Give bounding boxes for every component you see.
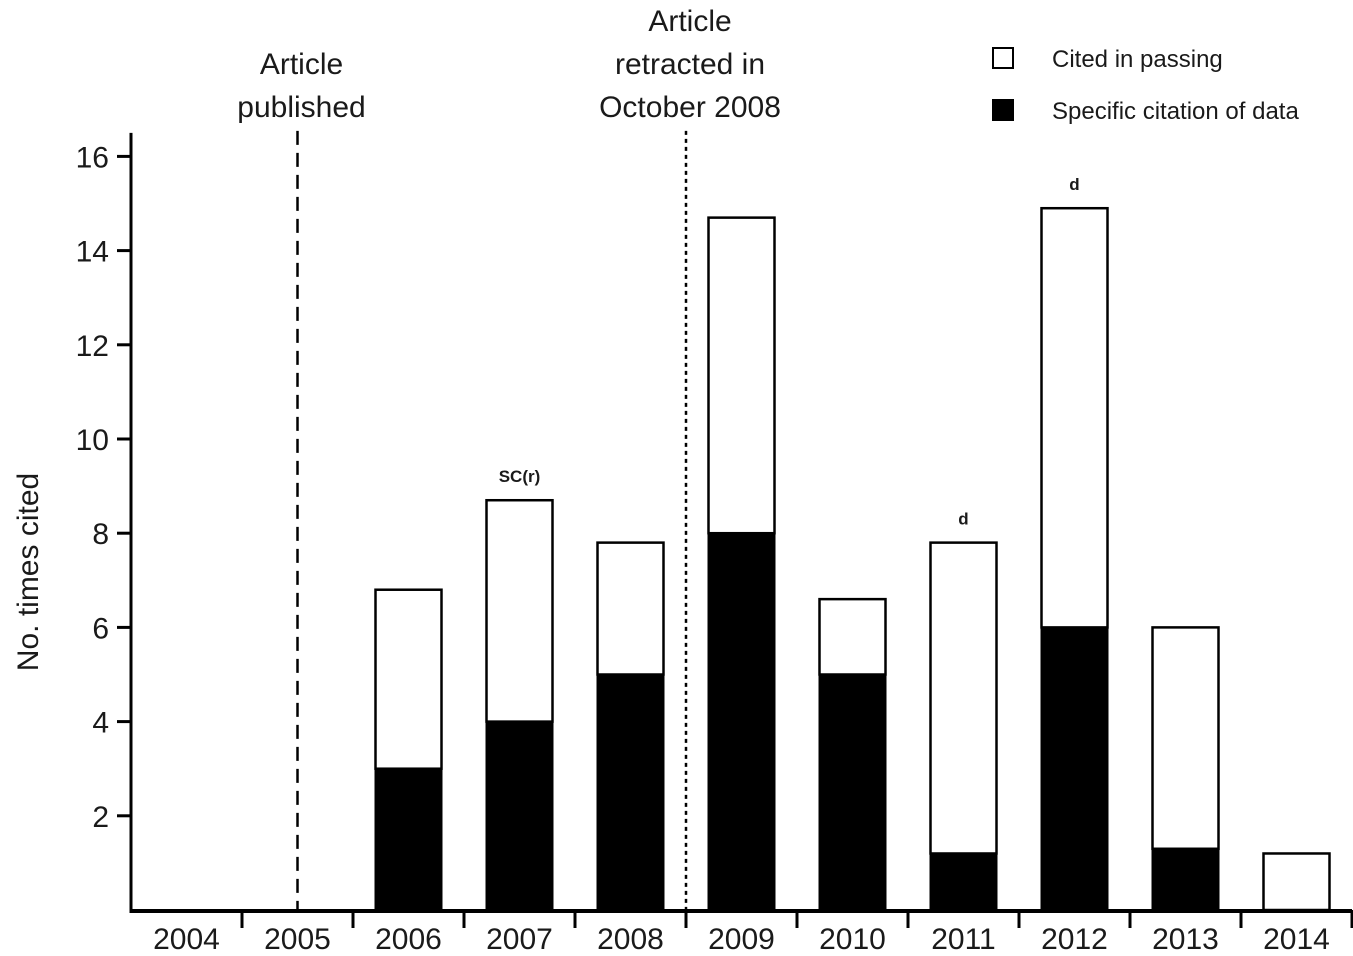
y-tick-label-8: 8 bbox=[92, 518, 109, 551]
x-tick-label-2004: 2004 bbox=[153, 923, 220, 956]
bar-cited-in-passing-2008 bbox=[596, 541, 665, 676]
x-tick-label-2009: 2009 bbox=[708, 923, 775, 956]
legend-label-specific-citation-of-data: Specific citation of data bbox=[1052, 98, 1299, 125]
bar-annotation-2007: SC(r) bbox=[499, 467, 541, 486]
marker-label-1-line-2: published bbox=[237, 91, 365, 124]
x-tick-label-2011: 2011 bbox=[931, 923, 996, 956]
y-tick-label-10: 10 bbox=[76, 424, 109, 457]
marker-label-2-line-2: retracted in bbox=[615, 48, 765, 81]
marker-label-1-line-1: Article bbox=[260, 48, 343, 81]
x-tick-label-2007: 2007 bbox=[486, 923, 553, 956]
legend-label-cited-in-passing: Cited in passing bbox=[1052, 46, 1223, 73]
x-tick-label-2005: 2005 bbox=[264, 923, 331, 956]
bar-annotation-2011: d bbox=[958, 510, 968, 529]
y-tick-label-12: 12 bbox=[76, 330, 109, 363]
bar-cited-in-passing-2010 bbox=[818, 597, 887, 676]
bar-specific-citation-of-data-2009 bbox=[707, 532, 776, 911]
legend: Cited in passing Specific citation of dat… bbox=[992, 46, 1299, 125]
bar-cited-in-passing-2011 bbox=[929, 541, 998, 855]
x-tick-label-2008: 2008 bbox=[597, 923, 664, 956]
bar-specific-citation-of-data-2007 bbox=[485, 720, 554, 911]
y-tick-label-14: 14 bbox=[76, 236, 109, 269]
y-tick-label-4: 4 bbox=[92, 707, 109, 740]
marker-label-2-line-1: Article bbox=[648, 5, 731, 38]
x-tick-label-2013: 2013 bbox=[1152, 923, 1219, 956]
y-axis-title: No. times cited bbox=[12, 473, 45, 671]
bar-specific-citation-of-data-2006 bbox=[374, 767, 443, 912]
bar-cited-in-passing-2007 bbox=[485, 498, 554, 723]
bar-specific-citation-of-data-2010 bbox=[818, 673, 887, 911]
x-tick-label-2012: 2012 bbox=[1041, 923, 1108, 956]
bar-cited-in-passing-2013 bbox=[1151, 626, 1220, 851]
marker-label-2-line-3: October 2008 bbox=[599, 91, 781, 124]
y-tick-label-6: 6 bbox=[92, 612, 109, 645]
axes-layer: 2 4 6 8 10 12 14 16 2004 2005 2006 2007 2008 2009 2010… bbox=[76, 132, 1353, 956]
bars-layer: SC(r) d d bbox=[374, 175, 1331, 912]
x-tick-label-2006: 2006 bbox=[375, 923, 442, 956]
bar-specific-citation-of-data-2008 bbox=[596, 673, 665, 911]
x-tick-label-2010: 2010 bbox=[819, 923, 886, 956]
bar-specific-citation-of-data-2013 bbox=[1151, 847, 1220, 912]
bar-cited-in-passing-2006 bbox=[374, 588, 443, 770]
legend-swatch-specific-citation-of-data bbox=[992, 99, 1014, 121]
bar-cited-in-passing-2012 bbox=[1040, 206, 1109, 629]
bar-annotation-2012: d bbox=[1069, 175, 1079, 194]
bar-cited-in-passing-2009 bbox=[707, 216, 776, 535]
y-tick-label-2: 2 bbox=[92, 801, 109, 834]
bar-specific-citation-of-data-2012 bbox=[1040, 626, 1109, 912]
y-tick-label-16: 16 bbox=[76, 141, 109, 174]
x-tick-label-2014: 2014 bbox=[1263, 923, 1330, 956]
legend-swatch-cited-in-passing bbox=[992, 47, 1014, 69]
bar-specific-citation-of-data-2011 bbox=[929, 852, 998, 911]
marker-lines-layer: Article published Article retracted in Octob… bbox=[237, 5, 781, 910]
bar-cited-in-passing-2014 bbox=[1262, 852, 1331, 912]
